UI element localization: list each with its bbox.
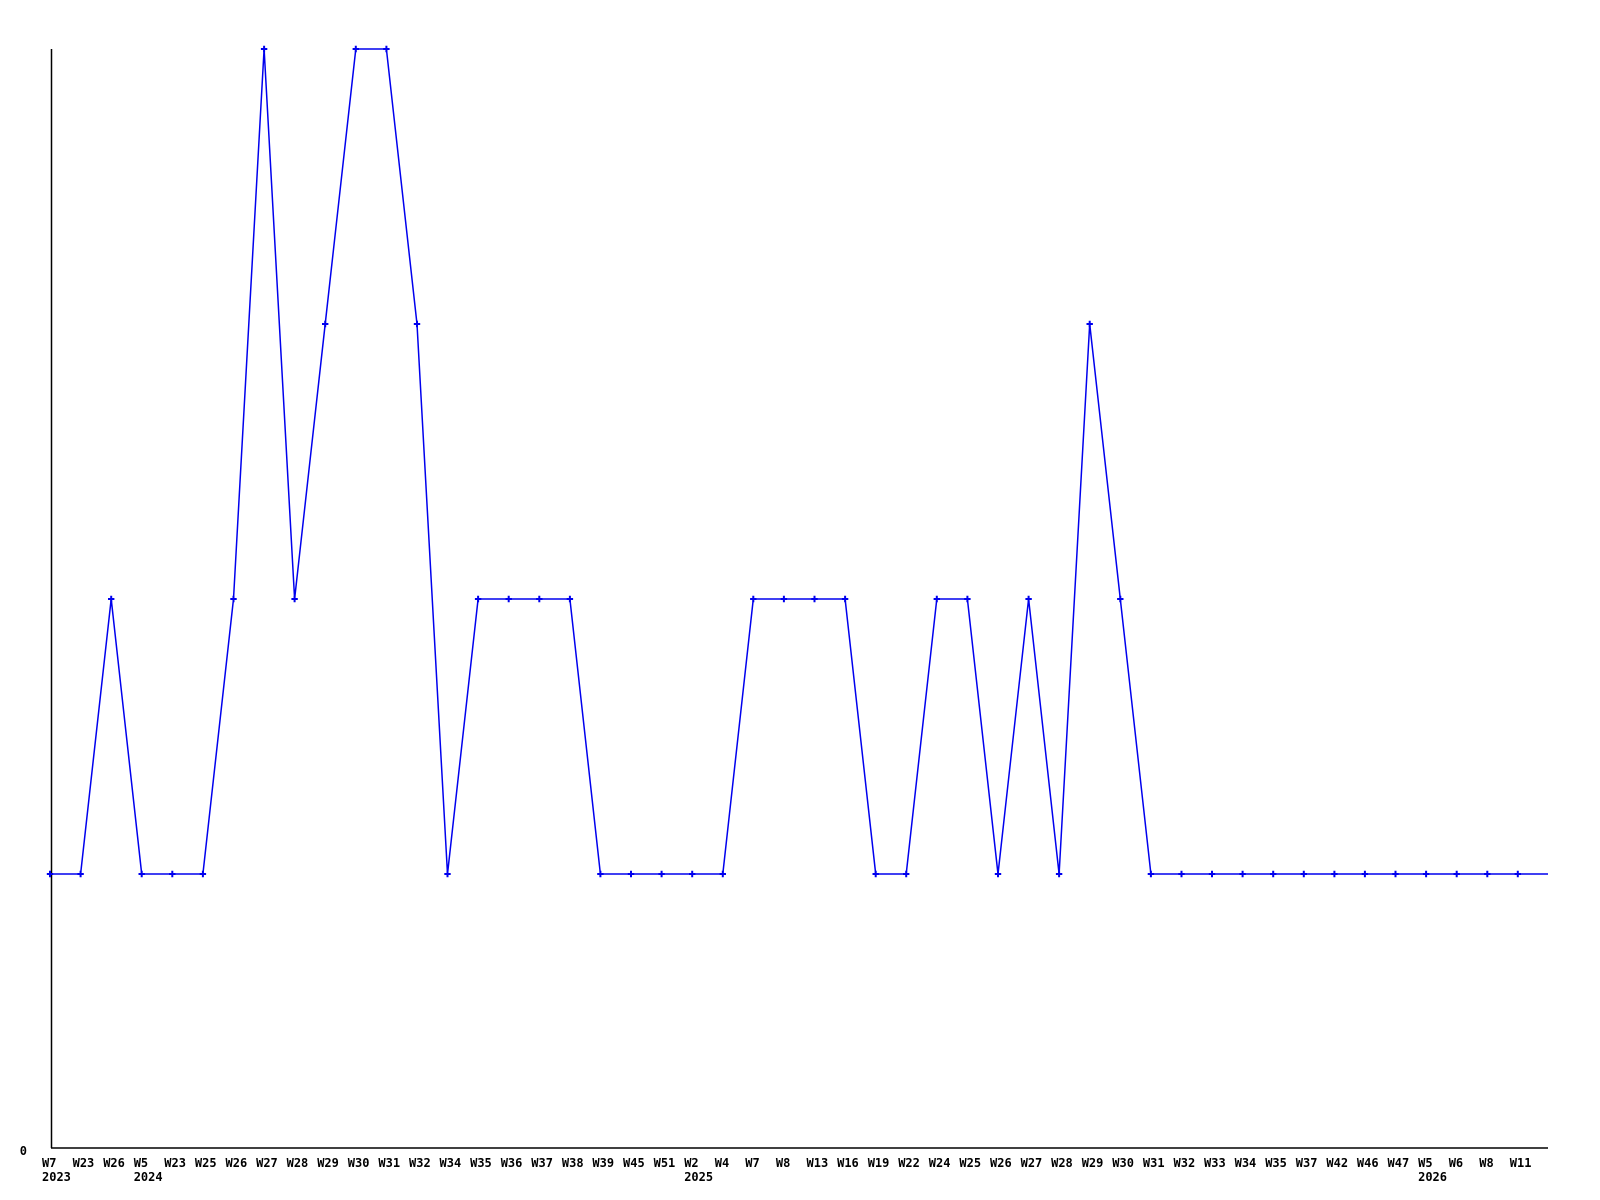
x-tick-week-label: W45	[623, 1156, 645, 1170]
x-tick-week-label: W37	[531, 1156, 553, 1170]
data-line	[50, 48, 1548, 875]
x-tick-week-label: W4	[715, 1156, 729, 1170]
x-tick-week-label: W37	[1296, 1156, 1318, 1170]
x-tick-week-label: W27	[1021, 1156, 1043, 1170]
x-tick-week-label: W8	[1479, 1156, 1493, 1170]
x-tick-week-label: W30	[1112, 1156, 1134, 1170]
x-tick-week-label: W7	[42, 1156, 56, 1170]
x-tick-week-label: W34	[440, 1156, 462, 1170]
x-tick-week-label: W47	[1388, 1156, 1410, 1170]
x-tick-week-label: W36	[501, 1156, 523, 1170]
x-tick-week-label: W16	[837, 1156, 859, 1170]
x-tick-week-label: W26	[103, 1156, 125, 1170]
x-tick-week-label: W35	[1265, 1156, 1287, 1170]
x-tick-week-label: W28	[287, 1156, 309, 1170]
data-point-marker	[46, 45, 1521, 878]
x-tick-week-label: W22	[898, 1156, 920, 1170]
x-tick-week-label: W7	[745, 1156, 759, 1170]
x-tick-week-label: W42	[1326, 1156, 1348, 1170]
x-tick-week-label: W25	[959, 1156, 981, 1170]
axis-lines	[50, 49, 1548, 1149]
x-tick-week-label: W35	[470, 1156, 492, 1170]
x-tick-week-label: W29	[1082, 1156, 1104, 1170]
y-axis-zero-label: 0	[20, 1144, 27, 1158]
x-tick-week-label: W32	[409, 1156, 431, 1170]
x-tick-week-label: W46	[1357, 1156, 1379, 1170]
x-tick-week-label: W24	[929, 1156, 951, 1170]
axis-line	[50, 49, 1548, 1149]
x-tick-week-label: W33	[1204, 1156, 1226, 1170]
data-point-markers	[46, 45, 1521, 878]
x-tick-week-label: W19	[868, 1156, 890, 1170]
x-tick-week-label: W26	[990, 1156, 1012, 1170]
x-tick-week-label: W2	[684, 1156, 698, 1170]
x-tick-week-label: W38	[562, 1156, 584, 1170]
x-tick-week-label: W8	[776, 1156, 790, 1170]
x-tick-week-label: W27	[256, 1156, 278, 1170]
x-tick-week-label: W23	[164, 1156, 186, 1170]
x-tick-year-label: 2025	[684, 1170, 713, 1184]
x-tick-week-label: W23	[73, 1156, 95, 1170]
x-tick-week-label: W5	[1418, 1156, 1432, 1170]
x-tick-week-label: W13	[807, 1156, 829, 1170]
x-tick-week-label: W26	[226, 1156, 248, 1170]
x-tick-week-label: W39	[592, 1156, 614, 1170]
x-tick-week-label: W6	[1449, 1156, 1463, 1170]
x-tick-week-label: W28	[1051, 1156, 1073, 1170]
x-tick-year-label: 2026	[1418, 1170, 1447, 1184]
x-tick-week-label: W5	[134, 1156, 148, 1170]
x-tick-week-label: W51	[654, 1156, 676, 1170]
x-axis-labels: W7 W23 W26 W5 W23 W25 W26 W27 W28 W29 W30 W31 W32 W34…	[42, 1156, 1531, 1184]
x-tick-week-label: W25	[195, 1156, 217, 1170]
x-tick-year-label: 2023	[42, 1170, 71, 1184]
x-tick-week-label: W31	[1143, 1156, 1165, 1170]
x-tick-week-label: W32	[1174, 1156, 1196, 1170]
x-tick-year-label: 2024	[134, 1170, 163, 1184]
x-tick-week-label: W31	[378, 1156, 400, 1170]
x-tick-week-label: W30	[348, 1156, 370, 1170]
x-tick-week-label: W29	[317, 1156, 339, 1170]
x-tick-week-label: W34	[1235, 1156, 1257, 1170]
x-tick-week-label: W11	[1510, 1156, 1532, 1170]
